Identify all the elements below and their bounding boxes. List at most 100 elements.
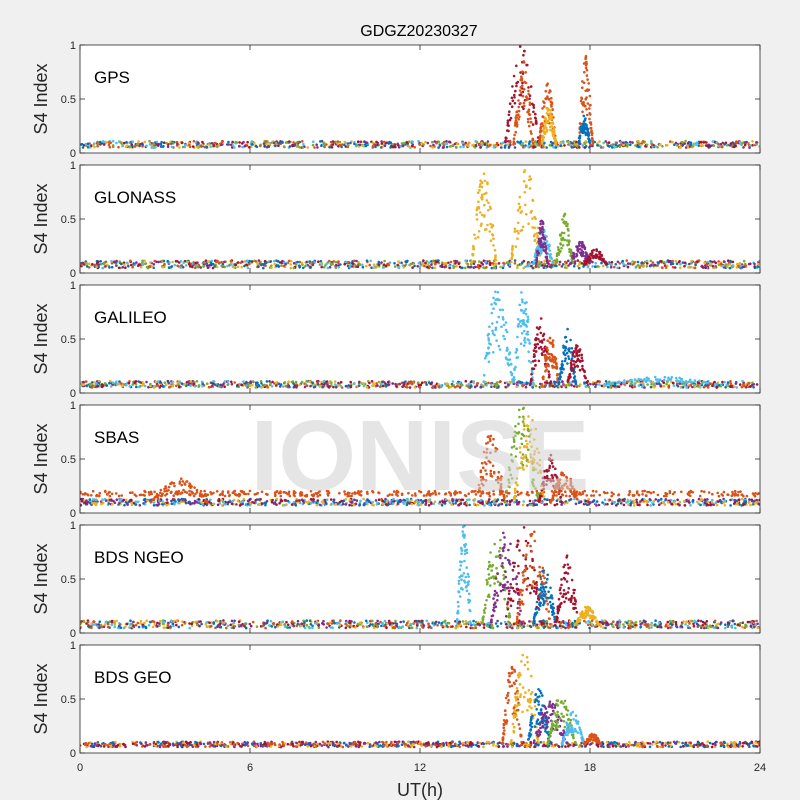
data-point: [753, 262, 756, 266]
data-point: [187, 141, 191, 145]
data-point: [197, 385, 200, 388]
data-point: [498, 503, 501, 506]
data-point: [240, 383, 243, 387]
data-point: [454, 145, 458, 149]
data-point: [97, 263, 101, 266]
data-point: [458, 386, 462, 389]
data-point: [118, 260, 121, 263]
data-point: [568, 372, 572, 376]
data-point: [514, 89, 517, 93]
data-point: [621, 259, 624, 263]
data-point: [648, 498, 652, 501]
data-point: [618, 145, 622, 148]
data-point: [85, 265, 89, 268]
data-point: [576, 250, 580, 253]
data-point: [320, 382, 324, 386]
data-point: [539, 220, 542, 223]
data-point: [337, 266, 341, 269]
data-point: [532, 367, 536, 371]
data-point: [537, 337, 540, 341]
data-point: [340, 145, 343, 149]
data-point: [544, 359, 547, 363]
data-point: [607, 141, 611, 144]
data-point: [721, 141, 725, 145]
data-point: [428, 381, 431, 385]
data-point: [146, 499, 149, 503]
data-point: [493, 301, 496, 305]
data-point: [444, 498, 448, 501]
data-point: [519, 229, 522, 232]
data-point: [594, 385, 597, 389]
data-point: [104, 265, 107, 268]
data-point: [524, 203, 527, 207]
data-point: [130, 498, 133, 502]
data-point: [507, 363, 511, 367]
data-point: [201, 502, 205, 506]
data-point: [106, 500, 110, 503]
data-point: [676, 498, 679, 502]
data-point: [706, 260, 710, 264]
data-point: [577, 142, 581, 145]
data-point: [278, 385, 282, 388]
data-point: [186, 260, 189, 264]
data-point: [492, 145, 496, 149]
data-point: [309, 266, 313, 269]
data-point: [588, 107, 591, 110]
data-point: [645, 265, 649, 268]
data-point: [485, 199, 489, 202]
y-tick-label: 0: [70, 268, 76, 280]
data-point: [251, 380, 255, 383]
data-point: [494, 255, 497, 259]
data-point: [184, 264, 188, 267]
data-point: [257, 498, 261, 501]
data-point: [201, 140, 204, 144]
data-point: [163, 262, 166, 266]
data-point: [84, 261, 87, 265]
data-point: [626, 143, 630, 146]
data-point: [707, 144, 711, 148]
data-point: [667, 259, 671, 263]
data-point: [720, 501, 723, 505]
data-point: [649, 379, 652, 383]
data-point: [298, 266, 301, 269]
data-point: [292, 141, 295, 144]
data-point: [248, 384, 252, 388]
data-point: [740, 497, 744, 501]
data-point: [479, 501, 482, 505]
data-point: [404, 385, 408, 389]
data-point: [554, 146, 558, 149]
data-point: [582, 369, 586, 372]
data-point: [675, 379, 679, 382]
data-point: [652, 385, 655, 388]
data-point: [753, 265, 756, 268]
data-point: [86, 142, 90, 146]
data-point: [413, 386, 417, 389]
data-point: [602, 259, 606, 263]
data-point: [134, 503, 137, 506]
data-point: [534, 363, 537, 367]
data-point: [653, 382, 657, 385]
data-points: [80, 169, 760, 270]
data-point: [508, 503, 512, 507]
data-point: [483, 203, 486, 207]
data-point: [527, 359, 531, 363]
data-point: [496, 386, 500, 389]
data-point: [371, 500, 374, 504]
data-point: [250, 260, 254, 263]
data-point: [625, 259, 628, 262]
data-point: [681, 143, 684, 147]
data-point: [109, 379, 112, 383]
data-point: [581, 110, 584, 114]
data-point: [553, 503, 557, 507]
data-point: [487, 337, 490, 340]
data-point: [322, 265, 326, 269]
data-point: [566, 380, 570, 383]
data-point: [394, 382, 397, 386]
data-point: [466, 262, 470, 266]
data-point: [275, 381, 278, 385]
data-point: [735, 499, 739, 503]
data-point: [315, 143, 319, 146]
data-point: [125, 261, 129, 265]
